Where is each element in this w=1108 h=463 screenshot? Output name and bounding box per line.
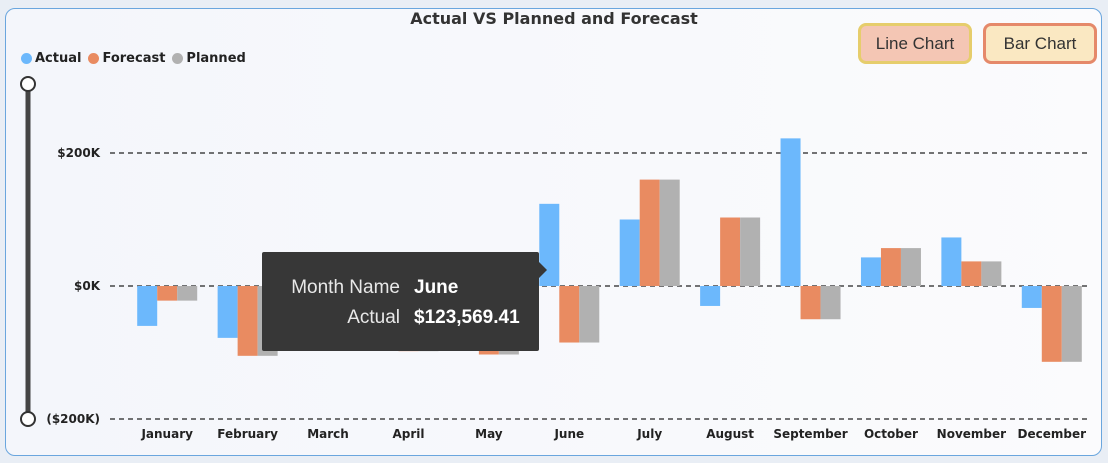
legend-label-planned: Planned — [186, 51, 246, 66]
range-slider — [20, 76, 36, 427]
bar-chart-button[interactable]: Bar Chart — [983, 23, 1097, 64]
bar-actual-august[interactable] — [700, 286, 721, 306]
bar-planned-september[interactable] — [820, 286, 841, 320]
x-tick-label: July — [636, 427, 662, 441]
legend-item-planned[interactable]: Planned — [172, 51, 246, 66]
bar-forecast-june[interactable] — [559, 286, 580, 343]
legend-dot-actual — [21, 53, 32, 64]
legend-label-actual: Actual — [35, 51, 82, 66]
bar-planned-october[interactable] — [900, 248, 921, 286]
y-tick-label: $200K — [57, 146, 100, 160]
chart-title: Actual VS Planned and Forecast — [410, 9, 698, 28]
x-tick-label: December — [1018, 427, 1087, 441]
bar-forecast-august[interactable] — [720, 217, 741, 286]
x-tick-label: September — [773, 427, 847, 441]
x-tick-label: October — [864, 427, 918, 441]
tooltip: Month Name June Actual $123,569.41 — [262, 252, 547, 351]
y-tick-label: $0K — [74, 279, 101, 293]
bar-planned-january[interactable] — [177, 286, 198, 301]
bar-forecast-november[interactable] — [961, 261, 982, 286]
bar-actual-december[interactable] — [1021, 286, 1042, 308]
bar-actual-november[interactable] — [941, 237, 962, 286]
bar-actual-january[interactable] — [137, 286, 158, 326]
bar-forecast-july[interactable] — [639, 179, 660, 286]
legend-item-forecast[interactable]: Forecast — [88, 51, 165, 66]
bar-actual-july[interactable] — [619, 219, 640, 287]
y-axis: $200K $0K ($200K) — [46, 146, 100, 426]
legend-item-actual[interactable]: Actual — [21, 51, 81, 66]
tooltip-pointer — [539, 262, 547, 278]
bar-actual-september[interactable] — [780, 138, 801, 286]
bar-actual-october[interactable] — [860, 257, 881, 286]
bar-forecast-september[interactable] — [800, 286, 821, 320]
tooltip-key-actual: Actual — [347, 307, 400, 328]
bar-planned-november[interactable] — [981, 261, 1002, 286]
tooltip-key-month: Month Name — [291, 277, 400, 298]
bar-forecast-october[interactable] — [880, 248, 901, 286]
y-tick-label: ($200K) — [46, 412, 100, 426]
x-tick-label: January — [140, 427, 193, 441]
bar-planned-july[interactable] — [659, 179, 680, 286]
bar-actual-february[interactable] — [217, 286, 238, 338]
bar-planned-august[interactable] — [740, 217, 761, 286]
legend-dot-forecast — [88, 53, 100, 64]
bar-forecast-december[interactable] — [1041, 286, 1062, 362]
line-chart-button[interactable]: Line Chart — [858, 23, 972, 64]
bar-planned-december[interactable] — [1061, 286, 1082, 362]
legend: Actual Forecast Planned — [21, 51, 253, 66]
x-tick-label: April — [392, 427, 424, 441]
x-tick-label: November — [937, 427, 1006, 441]
x-tick-label: February — [217, 427, 278, 441]
bar-forecast-february[interactable] — [237, 286, 258, 356]
legend-label-forecast: Forecast — [102, 51, 166, 66]
x-tick-label: March — [307, 427, 349, 441]
tooltip-value-actual: $123,569.41 — [414, 307, 520, 328]
slider-top-handle[interactable] — [20, 76, 36, 92]
bar-planned-june[interactable] — [579, 286, 600, 343]
legend-dot-planned — [172, 53, 184, 64]
x-tick-label: June — [553, 427, 584, 441]
x-tick-label: August — [706, 427, 754, 441]
x-axis: January February March April May June July Augu… — [140, 427, 1086, 441]
tooltip-value-month: June — [414, 277, 459, 298]
bar-forecast-january[interactable] — [157, 286, 178, 301]
slider-bottom-handle[interactable] — [20, 411, 36, 427]
x-tick-label: May — [475, 427, 503, 441]
